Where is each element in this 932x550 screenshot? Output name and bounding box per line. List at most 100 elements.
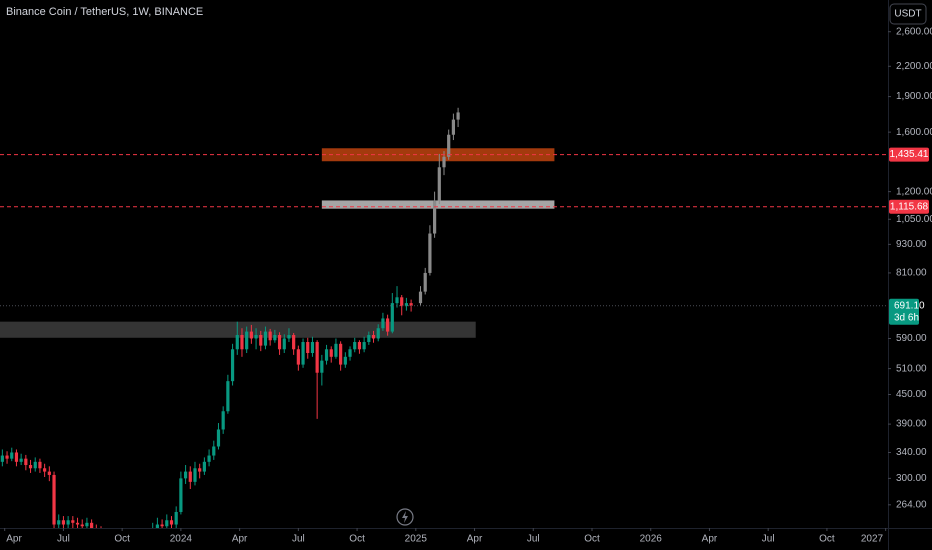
candle-body (320, 360, 324, 373)
candle-body (198, 468, 202, 472)
candle-body (418, 291, 423, 304)
candle-body (339, 343, 343, 365)
price-line-label: 1,115.68 (890, 201, 929, 212)
x-tick-label: Oct (114, 534, 130, 545)
candle-body (160, 524, 164, 527)
price-line-label: 1,435.41 (890, 149, 929, 160)
candle-body (409, 303, 413, 306)
x-tick-label: Jul (57, 534, 70, 545)
zone (0, 321, 476, 338)
candle-body (240, 335, 244, 350)
candle-body (61, 520, 66, 525)
chart-title: Binance Coin / TetherUS, 1W, BINANCE (6, 6, 203, 18)
y-tick-label: 450.00 (896, 389, 927, 400)
y-tick-label: 930.00 (896, 239, 927, 250)
candle-body (10, 452, 14, 459)
x-tick-label: Oct (349, 534, 365, 545)
price-line-label-bg (889, 199, 929, 214)
last-price-label-bg (889, 298, 919, 325)
candle-body (442, 156, 446, 168)
candle-body (310, 342, 315, 354)
candle-body (52, 474, 56, 525)
zone (321, 148, 555, 162)
candle-body (451, 119, 455, 135)
candle-body (207, 455, 211, 462)
candle-body (14, 452, 19, 462)
candle-body (216, 429, 221, 447)
y-tick-label: 1,200.00 (896, 186, 932, 197)
candle-body (324, 349, 329, 361)
candle-body (212, 446, 216, 456)
candle-body (235, 335, 239, 350)
candle-body (5, 455, 9, 459)
candle-body (437, 167, 441, 201)
candle-body (0, 455, 4, 462)
candle-body (268, 331, 272, 341)
candle-body (245, 331, 249, 350)
candle-body (296, 349, 300, 365)
y-tick-label: 1,600.00 (896, 127, 932, 138)
plot-area (0, 107, 555, 528)
y-tick-label: 264.00 (896, 499, 927, 510)
currency-box[interactable] (889, 3, 927, 25)
x-tick-label: 2027 (861, 534, 884, 545)
candle-body (329, 349, 333, 357)
y-tick-label: 340.00 (896, 447, 927, 458)
x-tick-label: Apr (467, 534, 483, 545)
x-tick-label: Oct (584, 534, 600, 545)
candle-body (43, 468, 47, 472)
candle-body (179, 478, 183, 512)
replay-icon[interactable] (396, 508, 414, 526)
y-tick-label: 2,200.00 (896, 61, 932, 72)
candle-body (19, 458, 23, 462)
currency[interactable]: USDT (894, 9, 921, 20)
candle-body (254, 335, 258, 339)
candle-body (249, 331, 253, 339)
candle-body (282, 338, 286, 350)
candle-body (47, 471, 51, 475)
y-tick-label: 2,600.00 (896, 26, 932, 37)
candle-body (33, 461, 37, 469)
candle-body (428, 233, 432, 273)
y-tick-label: 300.00 (896, 473, 927, 484)
candle-body (174, 511, 178, 525)
y-tick-label: 510.00 (896, 363, 927, 374)
x-tick-label: Apr (6, 534, 22, 545)
candle-body (193, 468, 197, 482)
candle-body (183, 471, 188, 479)
candle-body (273, 335, 277, 341)
candle-body (259, 335, 263, 346)
candle-body (348, 349, 352, 357)
candle-body (263, 331, 268, 346)
y-tick-label: 590.00 (896, 333, 927, 344)
x-tick-label: Jul (762, 534, 775, 545)
price-line-label-bg (889, 147, 929, 162)
candle-body (447, 134, 451, 157)
candle-body (371, 335, 376, 339)
x-tick-label: 2026 (640, 534, 663, 545)
candle-body (292, 335, 296, 350)
x-tick-label: Jul (292, 534, 305, 545)
x-tick-label: 2024 (170, 534, 193, 545)
candle-body (24, 458, 28, 466)
candle-body (90, 522, 94, 528)
candle-body (80, 524, 84, 527)
candle-body (404, 303, 409, 307)
countdown-label: 3d 6h (894, 312, 919, 323)
y-tick-label: 810.00 (896, 268, 927, 279)
candle-body (165, 520, 169, 527)
x-tick-label: Oct (819, 534, 835, 545)
candle-body (367, 335, 371, 343)
candle-body (381, 318, 385, 329)
candle-body (226, 381, 230, 412)
candle-body (357, 342, 362, 350)
x-tick-label: Jul (527, 534, 540, 545)
x-tick-label: Apr (702, 534, 718, 545)
candle-body (230, 349, 235, 382)
candle-body (287, 335, 291, 339)
candle-body (433, 200, 437, 234)
candle-body (202, 461, 206, 472)
candle-body (423, 272, 427, 292)
